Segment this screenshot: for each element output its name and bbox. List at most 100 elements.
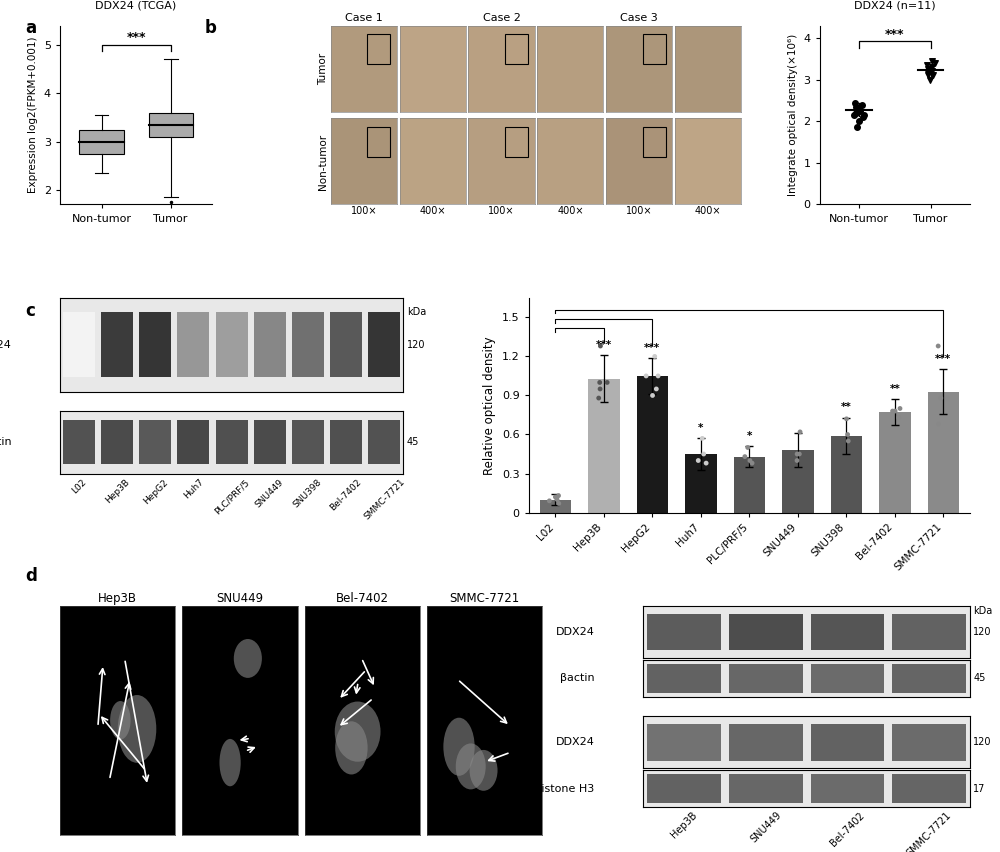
Point xyxy=(551,497,567,510)
Point xyxy=(839,412,855,426)
Bar xyxy=(63,420,95,464)
Point xyxy=(924,65,940,78)
Text: c: c xyxy=(25,302,35,320)
Bar xyxy=(149,112,193,137)
Ellipse shape xyxy=(118,695,156,763)
Point xyxy=(698,457,714,470)
Y-axis label: DDX24: DDX24 xyxy=(0,340,11,349)
Point xyxy=(933,391,949,405)
Point xyxy=(744,457,760,470)
Text: Bel-7402: Bel-7402 xyxy=(329,477,363,512)
Point xyxy=(920,62,936,76)
Bar xyxy=(540,499,571,513)
Ellipse shape xyxy=(443,717,475,776)
Point xyxy=(549,492,565,506)
Point xyxy=(939,391,955,405)
Text: Hep3B: Hep3B xyxy=(669,810,699,840)
Text: SNU449: SNU449 xyxy=(749,810,783,844)
Bar xyxy=(637,376,668,513)
Point xyxy=(849,121,865,135)
Point xyxy=(848,106,864,120)
Y-axis label: Non-tumor: Non-tumor xyxy=(318,134,328,189)
Ellipse shape xyxy=(219,739,241,786)
Point xyxy=(638,369,654,383)
Bar xyxy=(647,724,721,761)
Text: **: ** xyxy=(889,384,900,394)
Bar xyxy=(892,664,966,694)
Bar xyxy=(685,454,717,513)
Bar xyxy=(330,312,362,377)
Point xyxy=(840,435,856,448)
Point xyxy=(919,58,935,72)
Bar xyxy=(368,312,400,377)
Bar xyxy=(647,774,721,803)
Bar xyxy=(367,34,390,64)
Point xyxy=(892,401,908,415)
Text: 120: 120 xyxy=(973,737,992,747)
Bar xyxy=(734,457,765,513)
Point xyxy=(592,383,608,396)
Text: kDa: kDa xyxy=(407,307,426,317)
Text: ***: *** xyxy=(126,31,146,44)
Y-axis label: DDX24: DDX24 xyxy=(556,737,595,747)
Bar xyxy=(892,774,966,803)
Bar xyxy=(588,378,620,513)
Title: Case 3: Case 3 xyxy=(620,14,658,23)
Point xyxy=(591,391,607,405)
Bar xyxy=(177,312,209,377)
Y-axis label: Integrate optical density(×10⁶): Integrate optical density(×10⁶) xyxy=(788,34,798,196)
Point xyxy=(920,66,936,80)
Bar xyxy=(292,312,324,377)
X-axis label: 100×: 100× xyxy=(488,206,515,216)
Text: Huh7: Huh7 xyxy=(182,477,205,501)
Bar xyxy=(811,774,884,803)
Text: a: a xyxy=(25,19,36,37)
Y-axis label: βactin: βactin xyxy=(560,673,595,683)
Point xyxy=(920,69,936,83)
Point xyxy=(648,383,664,396)
Y-axis label: Tumor: Tumor xyxy=(318,53,328,84)
Bar xyxy=(216,312,248,377)
X-axis label: 100×: 100× xyxy=(351,206,377,216)
Bar xyxy=(879,412,911,513)
Bar xyxy=(811,724,884,761)
Bar xyxy=(505,127,528,157)
Bar xyxy=(139,420,171,464)
Point xyxy=(791,447,807,461)
Point xyxy=(922,65,938,78)
Bar xyxy=(139,312,171,377)
Text: HepG2: HepG2 xyxy=(141,477,169,505)
Bar xyxy=(729,774,803,803)
Text: 17: 17 xyxy=(973,784,986,793)
Point xyxy=(854,98,870,112)
Text: PLC/PRF/5: PLC/PRF/5 xyxy=(212,477,251,515)
Title: SMMC-7721: SMMC-7721 xyxy=(449,592,520,605)
Bar xyxy=(505,34,528,64)
Point xyxy=(592,376,608,389)
Text: kDa: kDa xyxy=(973,606,993,616)
Point xyxy=(930,339,946,353)
Title: DDX24 (TCGA): DDX24 (TCGA) xyxy=(95,1,177,11)
Ellipse shape xyxy=(335,701,381,762)
Point xyxy=(930,417,946,431)
Point xyxy=(851,114,867,128)
Bar xyxy=(216,420,248,464)
Point xyxy=(592,339,608,353)
Text: SNU449: SNU449 xyxy=(254,477,286,509)
Y-axis label: DDX24: DDX24 xyxy=(556,627,595,637)
Point xyxy=(740,440,756,454)
Point xyxy=(924,60,940,74)
X-axis label: 400×: 400× xyxy=(557,206,584,216)
Title: SNU449: SNU449 xyxy=(216,592,264,605)
Text: *: * xyxy=(747,431,752,441)
Title: Case 1: Case 1 xyxy=(345,14,383,23)
Bar xyxy=(177,420,209,464)
Bar xyxy=(254,312,286,377)
Text: L02: L02 xyxy=(70,477,88,495)
Text: *: * xyxy=(698,423,704,433)
Point xyxy=(927,56,943,70)
Text: 120: 120 xyxy=(973,627,992,637)
Bar xyxy=(729,613,803,650)
Point xyxy=(891,411,907,424)
Bar xyxy=(647,613,721,650)
